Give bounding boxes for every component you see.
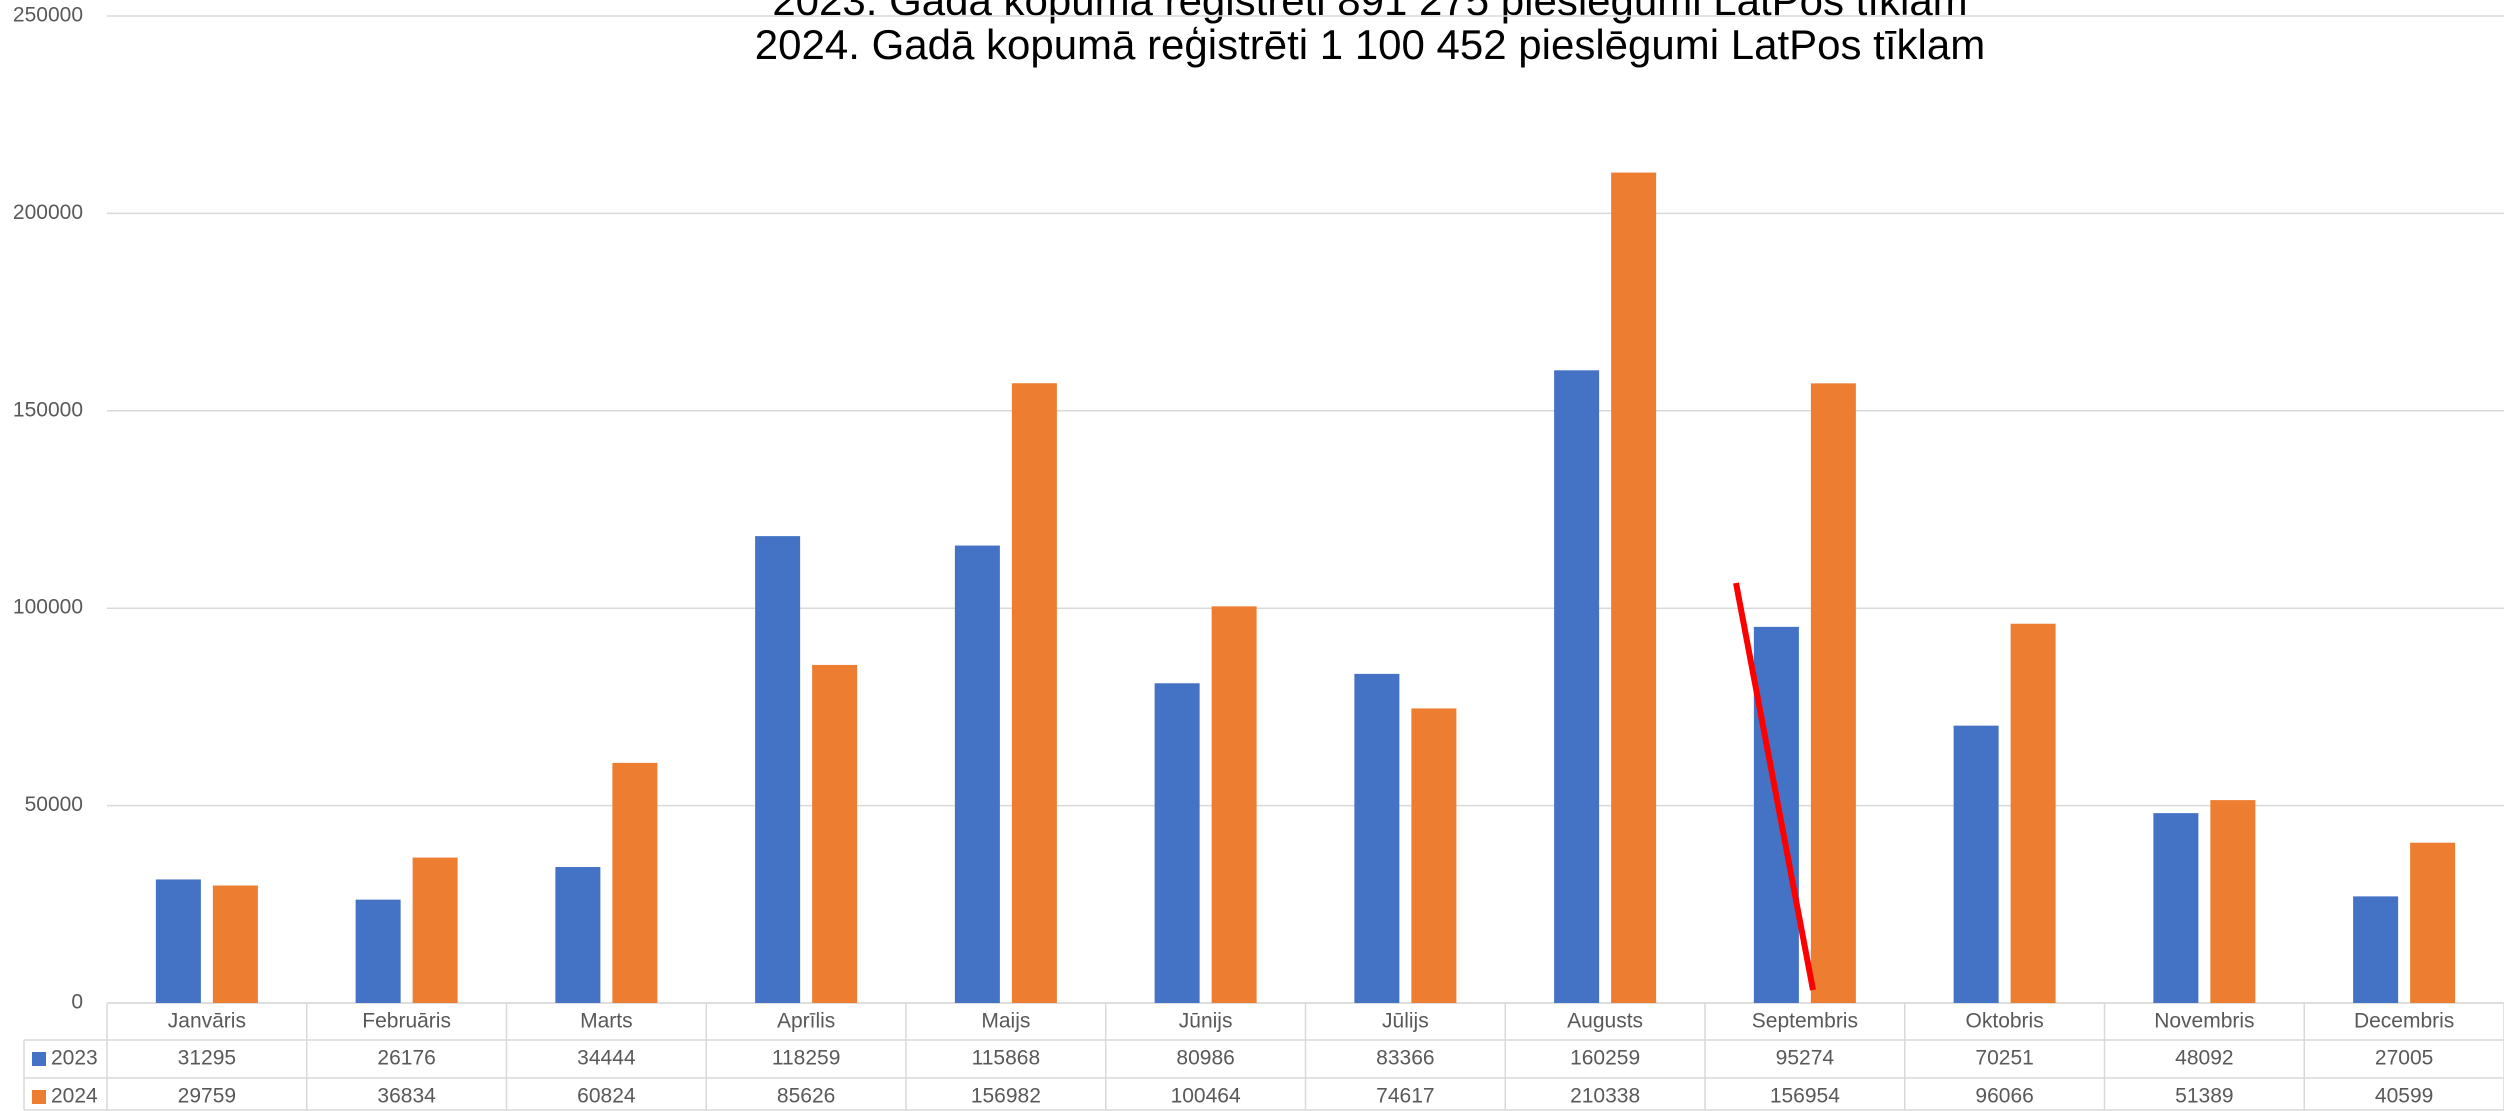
table-value: 80986: [1176, 1047, 1234, 1070]
bar: [1154, 683, 1200, 1003]
x-tick-label: Oktobris: [1966, 1010, 2044, 1033]
bar: [1354, 673, 1400, 1003]
plot-area: 0 50000 100000 150000 200000 250000 Janvāris Fe…: [13, 4, 2504, 1111]
chart-title: 2023. Gadā kopumā reģistrēti 891 275 pie…: [772, 0, 1967, 24]
x-tick-label: Maijs: [981, 1010, 1030, 1033]
x-tick-label: Jūnijs: [1179, 1010, 1233, 1033]
bar: [755, 536, 801, 1003]
bar: [1810, 383, 1856, 1004]
bar: [2353, 896, 2399, 1003]
table-value: 83366: [1376, 1047, 1434, 1070]
annotation-line: [1733, 582, 1816, 991]
table-value: 29759: [178, 1085, 236, 1108]
bar: [812, 664, 858, 1003]
bar: [2010, 623, 2056, 1003]
y-tick-label: 50000: [25, 793, 83, 816]
table-value: 60824: [577, 1085, 636, 1108]
bar: [412, 857, 458, 1003]
table-value: 85626: [777, 1085, 835, 1108]
table-value: 51389: [2175, 1085, 2233, 1108]
table-value: 74617: [1376, 1085, 1434, 1108]
table-value: 95274: [1776, 1047, 1835, 1070]
table-value: 115868: [972, 1047, 1041, 1070]
table-value: 36834: [377, 1085, 436, 1108]
legend-label: 2024: [51, 1085, 98, 1108]
table-value: 70251: [1975, 1047, 2033, 1070]
table-value: 34444: [577, 1047, 636, 1070]
x-tick-label: Decembris: [2354, 1010, 2454, 1033]
table-value: 210338: [1570, 1085, 1640, 1108]
table-value: 118259: [772, 1047, 841, 1070]
bar: [1554, 370, 1600, 1003]
x-tick-label: Jūlijs: [1382, 1010, 1429, 1033]
y-tick-label: 100000: [13, 596, 83, 619]
legend-key: [32, 1090, 46, 1104]
bar: [2210, 800, 2256, 1003]
x-tick-label: Marts: [580, 1010, 633, 1033]
table-value: 156982: [971, 1085, 1041, 1108]
legend-label: 2023: [51, 1047, 98, 1070]
legend-key: [32, 1052, 46, 1066]
table-value: 48092: [2175, 1047, 2233, 1070]
y-tick-label: 0: [71, 991, 83, 1014]
table-value: 156954: [1770, 1085, 1840, 1108]
y-tick-label: 200000: [13, 201, 83, 224]
chart-subtitle: 2024. Gadā kopumā reģistrēti 1 100 452 p…: [755, 21, 1985, 68]
bar: [1753, 626, 1799, 1003]
bar: [1411, 708, 1457, 1003]
x-tick-label: Augusts: [1567, 1010, 1643, 1033]
bar: [155, 879, 201, 1003]
y-tick-label: 150000: [13, 398, 83, 421]
y-tick-label: 250000: [13, 4, 83, 27]
bar: [212, 885, 258, 1003]
table-value: 96066: [1975, 1085, 2033, 1108]
bar: [1953, 725, 1999, 1003]
bar: [1611, 172, 1657, 1003]
bar: [555, 867, 601, 1003]
table-value: 160259: [1570, 1047, 1640, 1070]
bar: [1211, 606, 1257, 1003]
bar: [954, 545, 1000, 1003]
x-tick-label: Aprīlis: [777, 1010, 835, 1033]
bar: [1011, 383, 1057, 1003]
x-tick-label: Februāris: [362, 1010, 451, 1033]
x-tick-label: Septembris: [1752, 1010, 1858, 1033]
bar: [612, 762, 658, 1003]
bar: [2410, 842, 2456, 1003]
table-value: 100464: [1171, 1085, 1241, 1108]
x-tick-label: Novembris: [2154, 1010, 2254, 1033]
table-value: 27005: [2375, 1047, 2433, 1070]
bar: [2153, 813, 2199, 1003]
table-value: 40599: [2375, 1085, 2433, 1108]
x-tick-label: Janvāris: [168, 1010, 246, 1033]
table-value: 26176: [377, 1047, 435, 1070]
bar: [355, 899, 401, 1003]
table-value: 31295: [178, 1047, 236, 1070]
